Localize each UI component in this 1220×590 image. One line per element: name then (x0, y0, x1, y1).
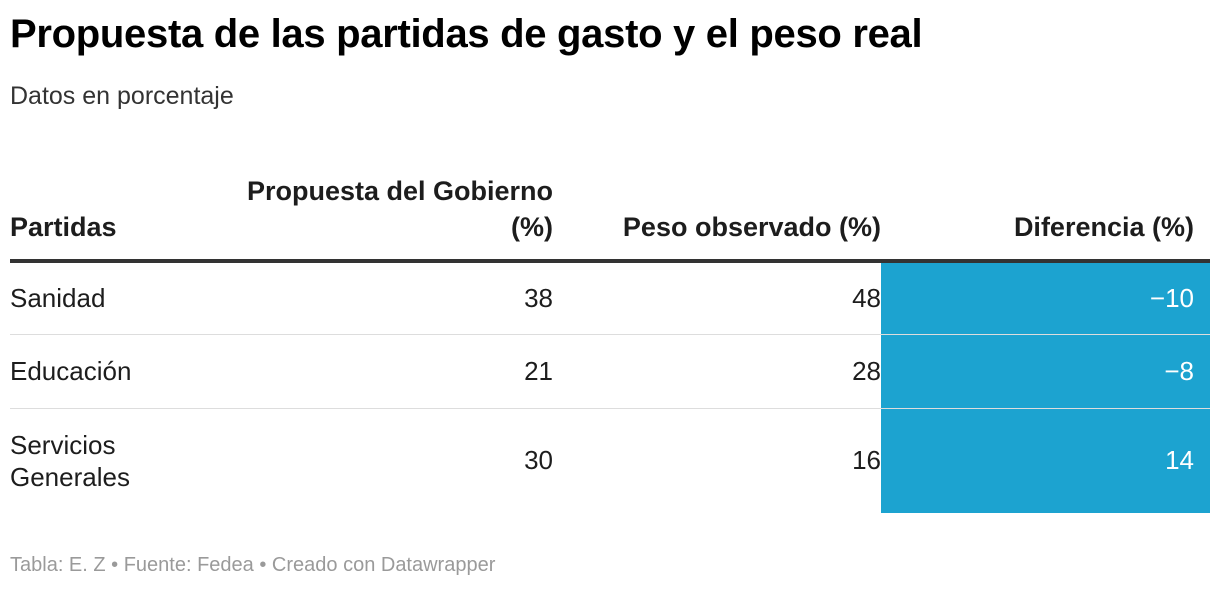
table-row: Sanidad 38 48 −10 (10, 261, 1210, 335)
cell-peso: 28 (553, 334, 881, 409)
cell-propuesta: 21 (220, 334, 553, 409)
table-row: Educación 21 28 −8 (10, 334, 1210, 409)
cell-partida: Sanidad (10, 261, 220, 335)
cell-propuesta: 30 (524, 445, 553, 476)
column-header-diferencia: Diferencia (%) (881, 165, 1210, 263)
header-row: Partidas Propuesta del Gobierno (%) Peso… (10, 165, 1210, 263)
column-header-partidas: Partidas (10, 165, 220, 263)
column-header-peso: Peso observado (%) (553, 165, 881, 263)
cell-partida: Educación (10, 334, 220, 409)
cell-diferencia: 14 (881, 408, 1210, 513)
table-footer: Tabla: E. Z • Fuente: Fedea • Creado con… (10, 554, 496, 576)
cell-propuesta: 38 (220, 261, 553, 335)
column-header-propuesta: Propuesta del Gobierno (%) (220, 165, 553, 263)
cell-diferencia: −8 (881, 334, 1210, 409)
table-row: Servicios Generales 30 16 14 (10, 408, 1210, 513)
cell-diferencia: −10 (881, 261, 1210, 335)
chart-subtitle: Datos en porcentaje (10, 82, 234, 110)
cell-peso: 48 (553, 261, 881, 335)
cell-peso: 16 (852, 445, 881, 476)
data-table: Partidas Propuesta del Gobierno (%) Peso… (10, 165, 1210, 513)
chart-title: Propuesta de las partidas de gasto y el … (10, 12, 923, 56)
cell-partida: Servicios Generales (10, 429, 130, 492)
